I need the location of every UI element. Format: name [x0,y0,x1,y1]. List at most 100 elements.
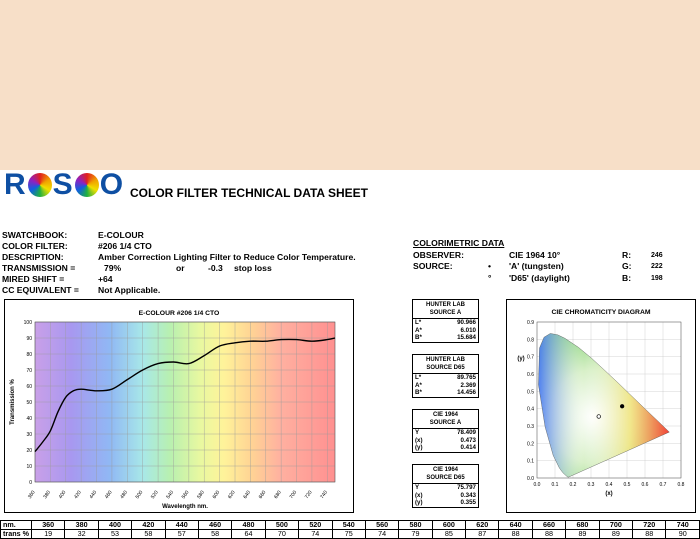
y-tick-label: 0.9 [527,320,534,326]
source-d65-point [596,414,601,419]
trans-cell: 79 [398,529,433,539]
nm-row: nm. 360 380 400 420 440 460 480 500 520 540 560 580 6… [0,520,700,530]
stop-loss-unit: stop loss [234,263,272,273]
x-tick-label: 0.4 [606,482,613,488]
row-value: 14.456 [457,389,476,396]
x-tick-label: 0.6 [642,482,649,488]
x-tick-label: 700 [288,490,298,500]
row-label: Y [415,484,420,491]
meta-value: #206 1/4 CTO [98,241,152,251]
bullet-a-icon: • [488,261,492,271]
trans-cell: 64 [231,529,266,539]
trans-cell: 90 [665,529,700,539]
x-tick-label: 740 [319,490,329,500]
source-a: 'A' (tungsten) [509,261,564,271]
y-tick-label: 10 [26,464,32,470]
g-label: G: [622,261,632,271]
row-label: A* [415,381,422,389]
trans-row: trans % 19 32 53 58 57 58 64 70 74 75 74 79 85 87 88 88 8… [0,529,700,539]
box-title: CIE 1964 [432,412,459,418]
source-label: SOURCE: [413,261,453,271]
x-tick-label: 440 [88,490,98,500]
observer-value: CIE 1964 10° [509,249,561,260]
box-title: HUNTER LAB [426,357,465,363]
plot-frame [34,321,336,483]
row-value: 0.473 [460,436,476,444]
x-tick-label: 0.7 [660,482,667,488]
transmission-chart: E-COLOUR #206 1/4 CTO 0 10 20 30 40 50 60 70 80 9… [10,310,336,510]
meta-label: MIRED SHIFT = [2,274,65,284]
row-label: B* [415,334,422,341]
filter-meta: SWATCHBOOK: E-COLOUR COLOR FILTER: #206 1/… [2,230,356,296]
y-tick-label: 60 [26,384,32,390]
y-tick-label: 20 [26,448,32,454]
box-title: HUNTER LAB [426,302,465,308]
x-tick-label: 580 [196,490,206,500]
transmission-value: 79% [104,263,122,273]
row-value: 0.343 [460,491,476,499]
chart-title: E-COLOUR #206 1/4 CTO [139,310,220,317]
or-text: or [176,263,185,273]
x-tick-label: 0.1 [552,482,559,488]
row-value: 0.355 [460,499,476,506]
stop-loss-value: -0.3 [208,263,223,273]
meta-value: Amber Correction Lighting Filter to Redu… [98,252,356,262]
g-value: 222 [651,263,663,270]
y-tick-label: 30 [26,432,32,438]
row-value: 15.684 [457,334,476,341]
meta-label: DESCRIPTION: [2,252,64,262]
x-tick-label: 620 [227,490,237,500]
trans-cell: 58 [131,529,166,539]
y-tick-label: 90 [26,336,32,342]
y-tick-label: 0.7 [527,355,534,361]
trans-cell: 74 [298,529,333,539]
cie-y-label: (y) [517,356,524,362]
x-tick-label: 560 [181,490,191,500]
trans-cell: 87 [465,529,500,539]
box-subtitle: SOURCE A [429,420,462,426]
meta-label: TRANSMISSION = [2,263,76,273]
colorimetric-data: COLORIMETRIC DATA OBSERVER: CIE 1964 10° R… [413,238,663,284]
box-subtitle: SOURCE D65 [426,365,465,371]
row-value: 90.966 [457,319,476,326]
logo-letter: R [4,168,27,201]
x-axis-label: Wavelength nm. [162,504,208,510]
color-swatch [0,0,700,170]
source-d65: 'D65' (daylight) [509,272,570,283]
row-label: (y) [415,444,423,451]
x-tick-label: 480 [119,490,129,500]
cie-diagram: CIE CHROMATICITY DIAGRAM 0.0 0.1 0.2 0.3 0.4… [517,309,684,497]
logo-letter: S [52,168,74,201]
trans-cell: 88 [632,529,667,539]
y-tick-label: 0.1 [527,459,534,465]
plot-frame [536,321,682,479]
bullet-d65-icon: ° [488,272,492,283]
trans-cell: 89 [565,529,600,539]
row-label: (y) [415,499,423,506]
b-value: 198 [651,274,663,282]
b-label: B: [622,272,632,283]
meta-label: CC EQUIVALENT = [2,285,79,295]
trans-cell: 88 [498,529,533,539]
y-tick-label: 80 [26,352,32,358]
row-label: L* [415,319,422,326]
y-tick-label: 0.5 [527,389,534,395]
hunter-lab-a-box: HUNTER LAB SOURCE A L* 90.966 A* 6.010 B* 15… [412,299,479,343]
trans-cell: 57 [164,529,199,539]
box-title: CIE 1964 [432,467,459,473]
trans-label: trans % [0,529,32,539]
x-tick-label: 0.3 [588,482,595,488]
trans-cell: 74 [364,529,400,539]
y-tick-label: 0.6 [527,372,534,378]
trans-cell: 88 [531,529,567,539]
colorimetric-heading: COLORIMETRIC DATA [413,238,505,248]
y-tick-label: 70 [26,368,32,374]
cie-a-box: CIE 1964 SOURCE A Y 78.409 (x) 0.473 (y) 0.4… [412,409,479,453]
y-tick-label: 50 [26,400,32,406]
trans-cell: 89 [598,529,634,539]
meta-value: +64 [98,274,113,284]
row-label: Y [415,429,420,436]
x-tick-label: 520 [150,490,160,500]
meta-label: COLOR FILTER: [2,241,68,251]
